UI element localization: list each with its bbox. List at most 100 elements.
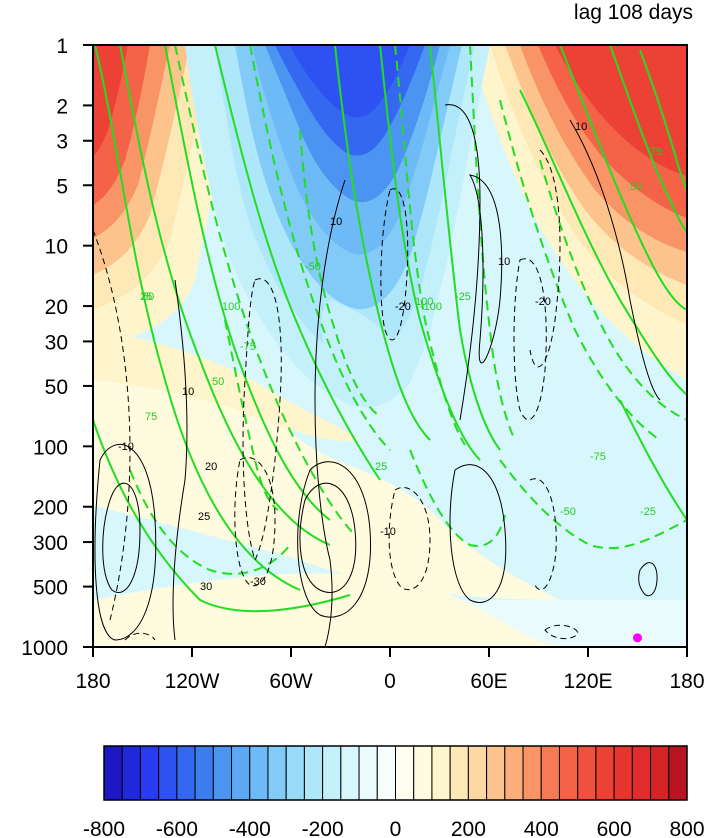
y-tick-label: 5: [56, 175, 68, 198]
contour-label: 75: [650, 146, 662, 158]
colorbar-swatch: [212, 745, 233, 801]
contour-label: 25: [140, 291, 152, 303]
contour-label: 75: [145, 411, 157, 423]
contour-label: 50: [630, 181, 642, 193]
contour-label: 10: [498, 256, 510, 268]
fill-cold-patch: [321, 300, 413, 396]
black-contour-solid: [469, 174, 503, 364]
colorbar-swatch: [613, 745, 633, 801]
plot-area: 10 10 10 10 20 25 30 -10 -10 -20 -20 -30…: [93, 45, 687, 647]
contour-label: 20: [205, 461, 217, 473]
colorbar-swatch: [358, 745, 378, 801]
y-tick-label: 300: [33, 532, 68, 555]
green-contour-dashed: [409, 449, 506, 547]
contour-label: -10: [118, 441, 134, 453]
black-contour-solid: [449, 464, 507, 603]
colorbar-swatch: [194, 745, 214, 801]
y-tick-label: 3: [56, 131, 68, 154]
green-contour-solid: [93, 419, 351, 613]
green-contour-solid: [609, 45, 687, 233]
colorbar-swatch: [249, 745, 269, 801]
black-contour-dashed: [388, 487, 431, 591]
colorbar-swatch: [504, 745, 524, 801]
contour-label: 50: [142, 291, 154, 303]
black-contour-dashed: [242, 278, 282, 562]
colorbar-swatch: [540, 745, 560, 801]
black-dashed-contours: [93, 149, 579, 641]
black-contour-dashed: [93, 229, 131, 621]
contour-label: 10: [575, 121, 587, 133]
colorbar-swatch: [486, 745, 506, 801]
black-contour-solid: [299, 482, 357, 593]
colorbar-swatch: [668, 745, 688, 801]
colorbar-swatch: [395, 745, 415, 801]
contour-label: 10: [330, 216, 342, 228]
fill-cold-7: [290, 45, 410, 118]
x-tick-label: 60E: [470, 670, 507, 693]
x-tick-label: 120E: [563, 670, 612, 693]
contour-label: -30: [250, 576, 266, 588]
colorbar-label: 800: [669, 818, 704, 838]
green-contour-dashed: [499, 459, 687, 550]
y-tick-label: 1000: [21, 637, 68, 660]
location-marker: [633, 633, 642, 643]
colorbar-swatch: [522, 745, 542, 801]
contour-label: 25: [375, 461, 387, 473]
colorbar-swatch: [285, 745, 305, 801]
contour-label: 10: [182, 386, 194, 398]
colorbar-label: 400: [524, 818, 559, 838]
green-contour-dashed: [469, 45, 516, 441]
colorbar: -800 -600 -400 -200 0 200 400 600 800: [83, 745, 705, 838]
y-tick-label: 30: [45, 331, 68, 354]
black-contour-dashed: [513, 258, 547, 421]
contour-label: 100: [222, 301, 240, 313]
y-tick-label: 1: [56, 35, 68, 58]
green-contours: [93, 45, 687, 613]
colorbar-swatch: [340, 745, 360, 801]
black-contour-solid: [314, 179, 346, 647]
contour-label: -20: [535, 296, 551, 308]
green-contour-dashed: [224, 319, 279, 511]
contour-label: -75: [590, 451, 606, 463]
colorbar-label: 0: [390, 818, 402, 838]
y-tick-label: 2: [56, 95, 68, 118]
contour-label: 25: [198, 511, 210, 523]
contour-label: 50: [212, 376, 224, 388]
axes: 180 120W 60W 0 60E 120E 180 1 2 3 5 10 20 30 50 100 200 3…: [21, 35, 704, 693]
green-contour-solid: [94, 45, 301, 591]
colorbar-label: 600: [597, 818, 632, 838]
colorbar-swatch: [322, 745, 342, 801]
fill-east-warm-6: [555, 45, 687, 176]
contour-label: -10: [380, 526, 396, 538]
contour-label: -25: [455, 291, 471, 303]
contour-label: -50: [560, 506, 576, 518]
colorbar-swatch: [577, 745, 597, 801]
green-contour-dashed: [499, 99, 661, 441]
contour-label: -50: [305, 261, 321, 273]
x-tick-label: 60W: [269, 670, 312, 693]
contour-label: 100: [415, 296, 433, 308]
y-tick-label: 500: [33, 577, 68, 600]
green-contour-solid: [164, 45, 331, 521]
colorbar-frame: [103, 745, 688, 801]
fill-surface-warm: [93, 573, 560, 647]
fill-lower-warm: [93, 350, 560, 600]
colorbar-swatch: [467, 745, 488, 801]
green-contour-dashed: [299, 129, 379, 416]
contour-label: 30: [200, 581, 212, 593]
colorbar-swatch: [650, 745, 670, 801]
black-contour-dashed: [544, 624, 579, 640]
black-contour-dashed: [124, 632, 156, 641]
colorbar-label: -600: [156, 818, 198, 838]
colorbar-label: -800: [83, 818, 125, 838]
colorbar-swatch: [267, 745, 287, 801]
colorbar-swatch: [121, 745, 141, 801]
colorbar-label: 200: [451, 818, 486, 838]
colorbar-swatch: [558, 745, 579, 801]
colorbar-swatch: [413, 745, 433, 801]
contour-labels: 10 10 10 10 20 25 30 -10 -10 -20 -20 -30…: [118, 121, 662, 593]
black-contour-dashed: [529, 149, 561, 368]
colorbar-swatch: [431, 745, 451, 801]
green-contour-dashed: [174, 45, 356, 536]
colorbar-swatch: [176, 745, 196, 801]
